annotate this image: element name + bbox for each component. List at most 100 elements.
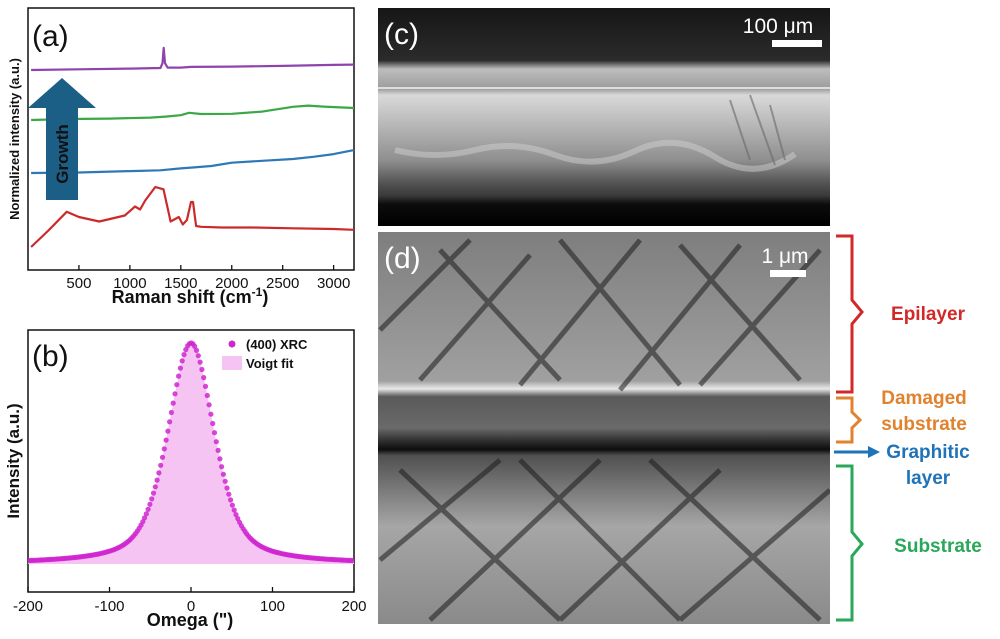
x-tick-label-b: 200 — [341, 598, 366, 615]
xrc-point — [220, 471, 226, 477]
epilayer-bracket — [836, 234, 864, 394]
raman-curves — [30, 46, 355, 248]
legend-label-xrc: (400) XRC — [246, 337, 308, 352]
scalebar-d — [770, 270, 806, 277]
xrc-point — [150, 490, 157, 496]
xrc-point — [215, 447, 221, 453]
raman-line-blue — [31, 149, 355, 175]
plot-frame-a — [27, 7, 355, 271]
xrc-points — [28, 340, 354, 564]
damaged-label-1: Damaged — [881, 388, 967, 409]
xrc-point — [143, 511, 149, 517]
raman-line-green — [31, 104, 355, 122]
graphitic-arrowhead — [868, 446, 880, 458]
xrc-point — [181, 352, 187, 358]
x-axis-label-a: Raman shift (cm-1) — [112, 285, 269, 307]
xrc-point — [174, 382, 180, 388]
panel-b: -200 -100 0 100 200 (b) Omega (") Intensity … — [4, 329, 367, 630]
xrc-point — [231, 507, 237, 513]
epilayer-label: Epilayer — [891, 304, 966, 325]
xrc-point — [177, 365, 183, 371]
xrc-point — [192, 343, 198, 349]
layer-annotations: Epilayer Damaged substrate Graphitic lay… — [834, 234, 982, 622]
scalebar-label-d: 1 μm — [761, 245, 808, 268]
xrc-point — [208, 411, 214, 417]
scalebar-label-c: 100 μm — [743, 15, 813, 38]
xrc-point — [158, 462, 164, 468]
xrc-point — [152, 484, 158, 490]
xrc-point — [154, 477, 160, 483]
xrc-point — [163, 437, 169, 443]
texture-c — [394, 139, 797, 172]
xrc-point — [349, 557, 354, 564]
graphitic-label-2: layer — [906, 468, 951, 489]
x-tick-label-a: 2000 — [215, 275, 248, 292]
x-tick-label-b: 0 — [187, 598, 195, 615]
xrc-point — [197, 359, 203, 365]
legend-marker-xrc — [228, 340, 236, 348]
xrc-point — [167, 419, 173, 425]
xrc-point — [149, 496, 155, 502]
damaged-label-2: substrate — [881, 414, 967, 435]
legend-marker-voigt — [222, 356, 242, 370]
xrc-point — [222, 478, 228, 484]
x-axis-ticks-b: -200 -100 0 100 200 — [13, 587, 367, 615]
x-tick-label-a: 1500 — [164, 275, 197, 292]
texture-c-2 — [729, 94, 786, 166]
scalebar-c — [772, 40, 822, 47]
graphitic-label-1: Graphitic — [886, 442, 970, 463]
xrc-point — [179, 358, 185, 364]
legend-label-voigt: Voigt fit — [246, 356, 294, 371]
panel-label-c: (c) — [384, 18, 419, 51]
xrc-point — [202, 383, 209, 389]
y-axis-label-a: Normalized intensity (a.u.) — [7, 58, 22, 220]
raman-line-purple — [31, 46, 355, 72]
y-axis-label-b: Intensity (a.u.) — [4, 403, 23, 518]
growth-arrow-shape — [28, 78, 96, 200]
growth-label: Growth — [53, 124, 72, 184]
xrc-point — [176, 373, 182, 379]
micrograph-c — [378, 8, 830, 226]
xrc-point — [161, 446, 167, 452]
xrc-point — [204, 392, 210, 399]
xrc-point — [195, 353, 201, 359]
substrate-label: Substrate — [894, 536, 982, 557]
legend-b: (400) XRC Voigt fit — [222, 337, 308, 371]
x-axis-ticks-a: 500 1000 1500 2000 2500 3000 — [66, 265, 350, 292]
raman-line-red — [30, 185, 355, 248]
growth-arrow: Growth — [28, 78, 96, 200]
xrc-point — [210, 420, 216, 427]
xrc-point — [226, 491, 232, 497]
x-tick-label-a: 500 — [66, 275, 91, 292]
damaged-bracket — [836, 396, 863, 444]
xrc-point — [159, 454, 166, 460]
xrc-point — [228, 497, 234, 503]
xrc-point — [201, 375, 207, 381]
xrc-point — [213, 439, 219, 445]
voigt-fit-area — [28, 343, 354, 564]
substrate-bracket — [836, 464, 864, 622]
xrc-point — [156, 470, 162, 476]
x-tick-label-b: -100 — [94, 598, 124, 615]
dislocation-texture — [378, 238, 830, 622]
panel-a: 500 1000 1500 2000 2500 3000 (a) Raman shift … — [7, 7, 355, 307]
xrc-point — [147, 501, 153, 507]
panel-label-b: (b) — [32, 340, 69, 373]
xrc-point — [172, 391, 178, 397]
xrc-point — [145, 506, 151, 512]
xrc-point — [219, 464, 225, 470]
xrc-point — [233, 511, 239, 518]
xrc-point — [141, 515, 148, 521]
panel-d: (d) 1 μm — [378, 232, 830, 624]
xrc-point — [165, 428, 171, 434]
x-tick-label-a: 3000 — [317, 275, 350, 292]
panel-label-a: (a) — [32, 20, 69, 53]
x-tick-label-a: 2500 — [266, 275, 299, 292]
xrc-point — [199, 366, 205, 373]
xrc-point — [211, 430, 218, 436]
x-tick-label-a: 1000 — [113, 275, 146, 292]
xrc-point — [206, 402, 212, 408]
xrc-point — [224, 485, 230, 491]
xrc-point — [229, 502, 235, 508]
